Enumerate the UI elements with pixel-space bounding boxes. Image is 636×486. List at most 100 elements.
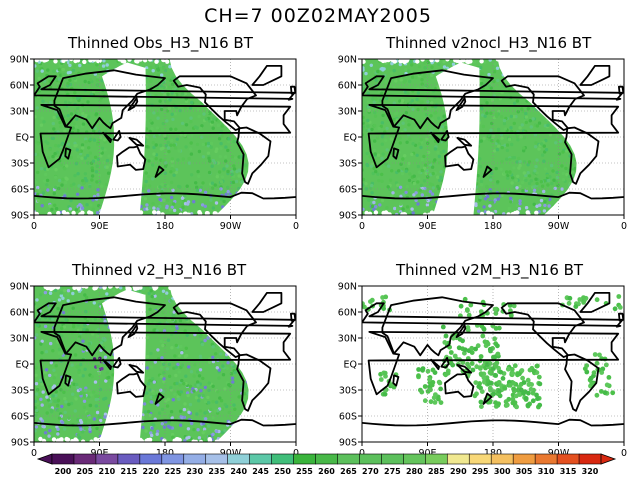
- lon-tick-label: 0: [293, 221, 299, 232]
- obs-point: [594, 360, 600, 366]
- obs-point: [493, 373, 499, 378]
- coastlines: [362, 291, 624, 427]
- colorbar-label: 290: [450, 467, 467, 476]
- obs-point: [594, 297, 600, 303]
- obs-point: [482, 379, 487, 385]
- obs-point: [419, 389, 425, 395]
- colorbar-label: 235: [208, 467, 225, 476]
- lat-tick-label: 30S: [11, 386, 29, 397]
- obs-point: [573, 304, 579, 309]
- obs-point: [507, 303, 513, 308]
- lat-tick-label: 30N: [338, 334, 357, 345]
- coastlines: [34, 65, 296, 200]
- obs-point: [513, 393, 519, 399]
- lon-tick-label: 90E: [418, 221, 436, 232]
- obs-point: [443, 372, 449, 378]
- obs-point: [487, 370, 493, 375]
- obs-point: [531, 368, 537, 374]
- obs-point: [462, 347, 468, 353]
- colorbar-label: 220: [142, 467, 159, 476]
- obs-point: [450, 362, 456, 368]
- colorbar-swatch: [51, 453, 75, 465]
- obs-point: [581, 295, 586, 300]
- obs-point: [584, 363, 590, 368]
- obs-point: [478, 399, 484, 405]
- obs-point: [487, 346, 493, 352]
- colorbar-swatch: [227, 453, 251, 465]
- lat-tick-label: 60N: [338, 81, 357, 92]
- obs-point: [422, 384, 428, 389]
- colorbar-label: 300: [494, 467, 511, 476]
- lon-tick-label: 90E: [90, 221, 108, 232]
- lat-tick-label: 60S: [339, 185, 357, 196]
- lat-tick-label: 30S: [339, 159, 357, 170]
- colorbar-swatch: [425, 453, 448, 465]
- colorbar-label: 320: [582, 467, 599, 476]
- map-field: [362, 59, 624, 215]
- obs-point: [438, 400, 444, 405]
- obs-point: [420, 367, 425, 373]
- obs-point: [617, 305, 623, 310]
- colorbar-label: 295: [472, 467, 489, 476]
- panel-1-title: Thinned Obs_H3_N16 BT: [68, 34, 253, 52]
- lat-tick-label: 90S: [11, 438, 29, 449]
- obs-point: [492, 354, 498, 360]
- lat-tick-label: 60S: [11, 412, 29, 423]
- lat-tick-label: 90S: [339, 438, 357, 449]
- lon-tick-label: 90W: [548, 448, 570, 459]
- panel-2-title: Thinned v2nocl_H3_N16 BT: [386, 34, 592, 52]
- lon-tick-label: 0: [31, 221, 37, 232]
- obs-point: [515, 372, 520, 378]
- obs-point: [475, 343, 481, 349]
- obs-point: [510, 396, 516, 402]
- obs-point: [468, 302, 474, 308]
- obs-point: [588, 375, 594, 381]
- obs-point: [535, 396, 540, 402]
- obs-point: [422, 398, 428, 404]
- obs-point: [478, 385, 483, 391]
- obs-point: [432, 400, 438, 405]
- obs-point: [537, 381, 543, 387]
- colorbar-label: 250: [274, 467, 291, 476]
- obs-point: [536, 374, 542, 380]
- colorbar-label: 215: [121, 467, 138, 476]
- obs-point: [500, 376, 506, 381]
- lon-tick-label: 90E: [418, 448, 436, 459]
- lon-tick-label: 0: [31, 448, 37, 459]
- colorbar-label: 310: [538, 467, 555, 476]
- obs-point: [534, 363, 540, 369]
- obs-point: [473, 380, 479, 385]
- obs-point: [382, 391, 388, 397]
- obs-point: [514, 404, 519, 410]
- colorbar-swatch: [271, 453, 295, 465]
- lat-tick-label: 30N: [338, 107, 357, 118]
- obs-point: [507, 382, 513, 388]
- colorbar-swatch: [139, 453, 163, 465]
- coastlines: [34, 291, 296, 427]
- obs-point: [496, 380, 502, 385]
- obs-point: [510, 400, 516, 406]
- obs-point: [457, 336, 463, 342]
- grid-lines: [34, 59, 296, 215]
- obs-point: [482, 339, 488, 345]
- colorbar-label: 205: [77, 467, 94, 476]
- obs-point: [481, 326, 487, 332]
- colorbar-label: 280: [406, 467, 423, 476]
- obs-point: [495, 351, 501, 357]
- lon-tick-label: 180: [484, 448, 502, 459]
- lat-tick-label: 90N: [338, 282, 357, 293]
- colorbar-swatch: [359, 453, 383, 465]
- lat-tick-label: 90N: [338, 55, 357, 66]
- map-field: [34, 59, 296, 215]
- lon-tick-label: 180: [156, 448, 174, 459]
- obs-point: [597, 352, 602, 358]
- obs-point: [430, 367, 436, 373]
- lat-tick-label: 30S: [11, 159, 29, 170]
- colorbar-swatch: [490, 453, 514, 465]
- colorbar-label: 255: [296, 467, 313, 476]
- obs-point: [492, 336, 498, 342]
- lat-tick-label: 90S: [11, 211, 29, 222]
- no-data-gap-west: [432, 62, 480, 215]
